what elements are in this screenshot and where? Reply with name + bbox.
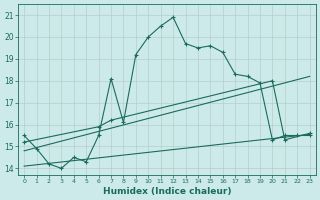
X-axis label: Humidex (Indice chaleur): Humidex (Indice chaleur) (103, 187, 231, 196)
